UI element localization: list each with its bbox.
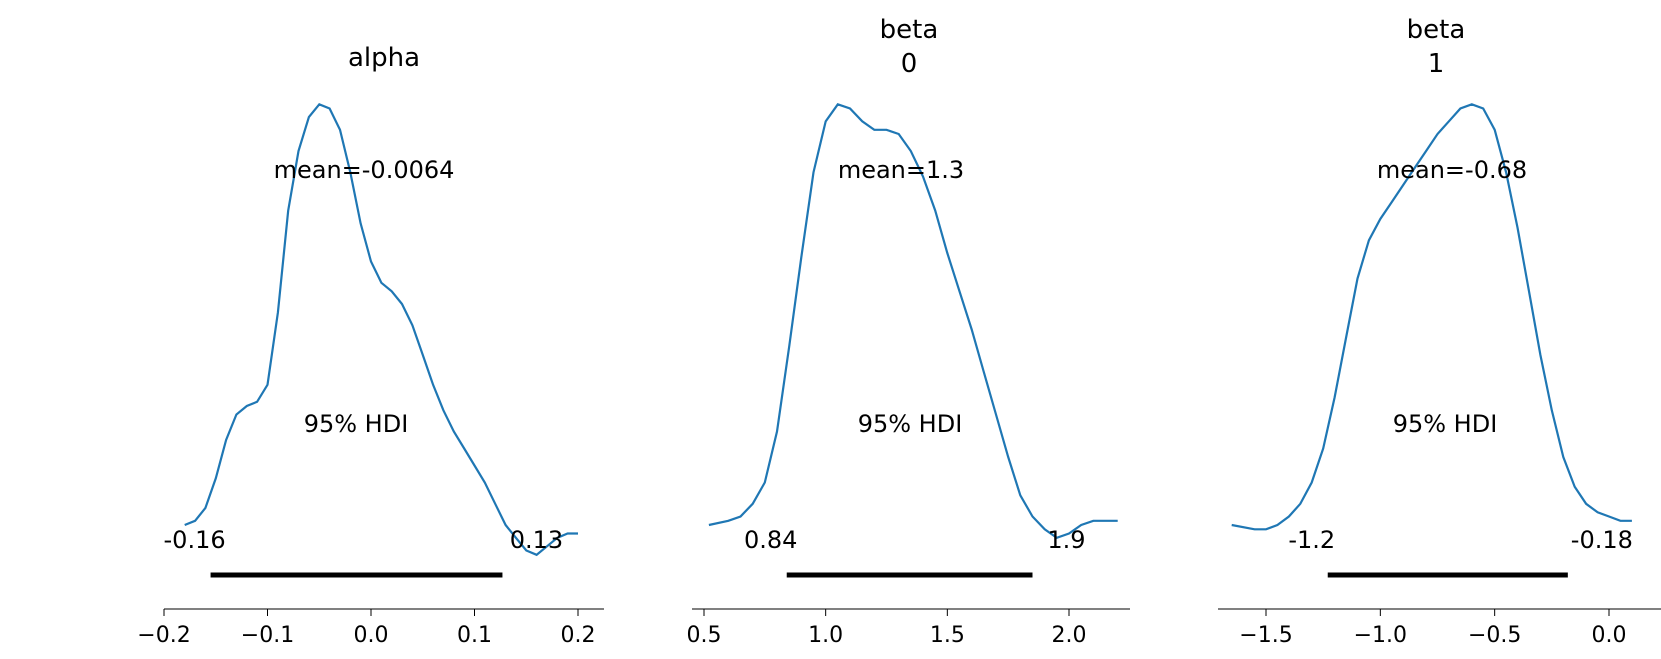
x-axis-ticks: −1.5 −1.0 −0.5 0.0 <box>1239 609 1627 648</box>
mean-label: mean=-0.0064 <box>274 156 455 184</box>
hdi-low-label: -0.16 <box>164 526 226 554</box>
x-tick-label: −1.5 <box>1239 623 1292 648</box>
x-axis-ticks: −0.2 −0.1 0.0 0.1 0.2 <box>137 609 596 648</box>
x-tick-label: 1.5 <box>930 623 965 648</box>
hdi-low-label: 0.84 <box>744 526 797 554</box>
density-curve <box>1231 103 1632 531</box>
x-tick-label: −0.5 <box>1468 623 1521 648</box>
density-curve <box>184 102 578 557</box>
x-tick-label: 0.1 <box>457 623 492 648</box>
panel-subtitle: 0 <box>901 49 918 79</box>
x-tick-label: 1.0 <box>808 623 843 648</box>
x-tick-label: 0.0 <box>354 623 389 648</box>
x-tick-label: 0.2 <box>561 623 596 648</box>
x-tick-label: 0.0 <box>1592 623 1627 648</box>
panel-subtitle: 1 <box>1428 49 1445 79</box>
hdi-low-label: -1.2 <box>1288 526 1335 554</box>
hdi-label: 95% HDI <box>858 410 963 438</box>
x-tick-label: 0.5 <box>687 623 722 648</box>
x-tick-label: −1.0 <box>1354 623 1407 648</box>
panel-title: beta <box>1407 15 1466 45</box>
x-axis-ticks: 0.5 1.0 1.5 2.0 <box>687 609 1087 648</box>
hdi-high-label: 1.9 <box>1047 526 1085 554</box>
posterior-panel-beta-0: beta 0 mean=1.3 95% HDI 0.84 1.9 0.5 1.0 1… <box>687 15 1130 648</box>
posterior-panel-beta-1: beta 1 mean=-0.68 95% HDI -1.2 -0.18 −1.… <box>1218 15 1661 648</box>
x-tick-label: 2.0 <box>1052 623 1087 648</box>
mean-label: mean=1.3 <box>838 156 964 184</box>
hdi-high-label: -0.18 <box>1571 526 1633 554</box>
hdi-label: 95% HDI <box>304 410 409 438</box>
x-tick-label: −0.1 <box>241 623 294 648</box>
posterior-panel-alpha: alpha mean=-0.0064 95% HDI -0.16 0.13 −0… <box>137 43 604 648</box>
mean-label: mean=-0.68 <box>1377 156 1527 184</box>
hdi-label: 95% HDI <box>1393 410 1498 438</box>
hdi-high-label: 0.13 <box>510 526 563 554</box>
panel-title: beta <box>880 15 939 45</box>
density-curve <box>708 102 1118 540</box>
panel-title: alpha <box>348 43 420 73</box>
x-tick-label: −0.2 <box>137 623 190 648</box>
